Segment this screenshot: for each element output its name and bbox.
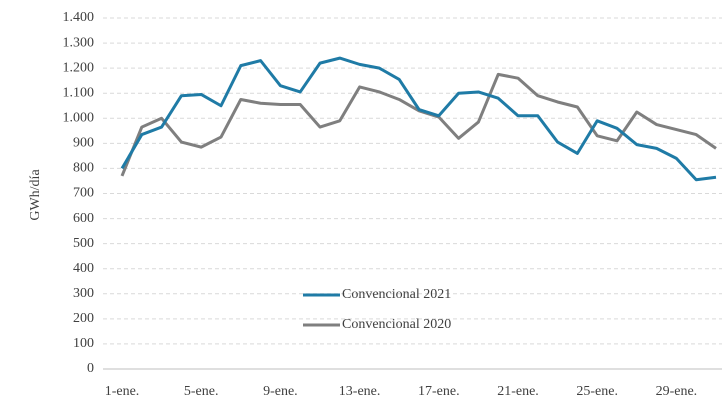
y-tick-label: 100 — [73, 336, 94, 351]
x-tick-label: 29-ene. — [656, 384, 698, 399]
y-tick-label: 200 — [73, 311, 94, 326]
x-tick-label: 17-ene. — [418, 384, 460, 399]
legend-label: Convencional 2020 — [342, 317, 451, 332]
y-tick-label: 700 — [73, 186, 94, 201]
x-tick-label: 1-ene. — [105, 384, 140, 399]
y-tick-label: 300 — [73, 286, 94, 301]
y-tick-label: 900 — [73, 136, 94, 151]
y-tick-label: 1.400 — [63, 10, 95, 25]
x-tick-label: 5-ene. — [184, 384, 219, 399]
y-tick-label: 800 — [73, 161, 94, 176]
x-tick-label: 25-ene. — [576, 384, 618, 399]
x-tick-label: 9-ene. — [263, 384, 298, 399]
y-tick-label: 400 — [73, 261, 94, 276]
y-tick-label: 0 — [87, 361, 94, 376]
y-tick-label: 1.100 — [63, 85, 95, 100]
series-line — [120, 72, 717, 177]
y-tick-label: 1.200 — [63, 60, 95, 75]
x-tick-label: 13-ene. — [339, 384, 381, 399]
x-tick-label: 21-ene. — [497, 384, 539, 399]
y-axis-label: GWh/día — [28, 169, 43, 221]
y-tick-label: 1.000 — [63, 111, 95, 126]
y-tick-label: 600 — [73, 211, 94, 226]
series-line — [120, 56, 717, 182]
y-tick-label: 1.300 — [63, 35, 95, 50]
legend-label: Convencional 2021 — [342, 287, 451, 302]
y-tick-label: 500 — [73, 236, 94, 251]
